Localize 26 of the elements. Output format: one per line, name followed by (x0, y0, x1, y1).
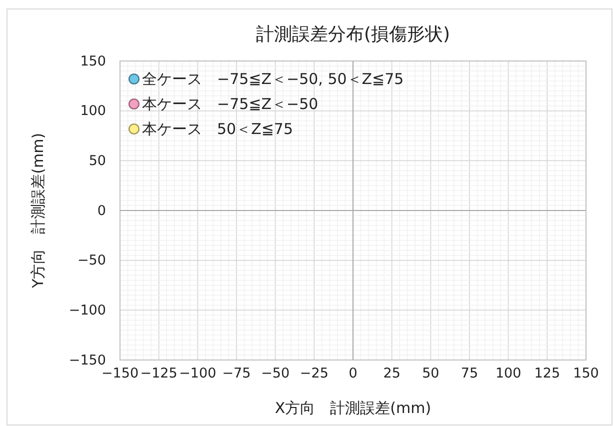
legend-label: 全ケース −75≦Z＜−50, 50＜Z≦75 (142, 70, 404, 88)
x-axis-title: X方向 計測誤差(mm) (274, 399, 432, 417)
x-tick-label: −100 (179, 366, 216, 382)
x-tick-label: 50 (422, 366, 440, 382)
x-tick-label: 125 (534, 366, 560, 382)
y-axis-title: Y方向 計測誤差(mm) (29, 132, 47, 290)
x-tick-label: 100 (495, 366, 522, 382)
chart-title: 計測誤差分布(損傷形状) (256, 24, 450, 45)
legend-label: 本ケース −75≦Z＜−50 (142, 95, 318, 113)
x-tick-label: −125 (140, 366, 178, 382)
y-tick-label: −100 (68, 302, 106, 318)
x-tick-label: 25 (383, 366, 400, 382)
y-tick-label: 50 (88, 152, 106, 169)
legend-label: 本ケース 50＜Z≦75 (142, 120, 294, 138)
x-tick-label: −150 (101, 366, 139, 382)
x-tick-label: 150 (573, 366, 599, 382)
y-tick-label: 0 (97, 202, 106, 219)
y-tick-label: −150 (68, 352, 106, 368)
x-tick-label: 75 (460, 366, 478, 382)
y-tick-label: −50 (78, 252, 106, 269)
x-tick-label: −50 (261, 366, 290, 382)
x-tick-label: −25 (300, 366, 328, 382)
x-tick-label: 0 (348, 366, 358, 382)
y-tick-label: 150 (80, 53, 106, 70)
y-tick-label: 100 (80, 103, 106, 120)
x-tick-label: −75 (222, 366, 251, 382)
